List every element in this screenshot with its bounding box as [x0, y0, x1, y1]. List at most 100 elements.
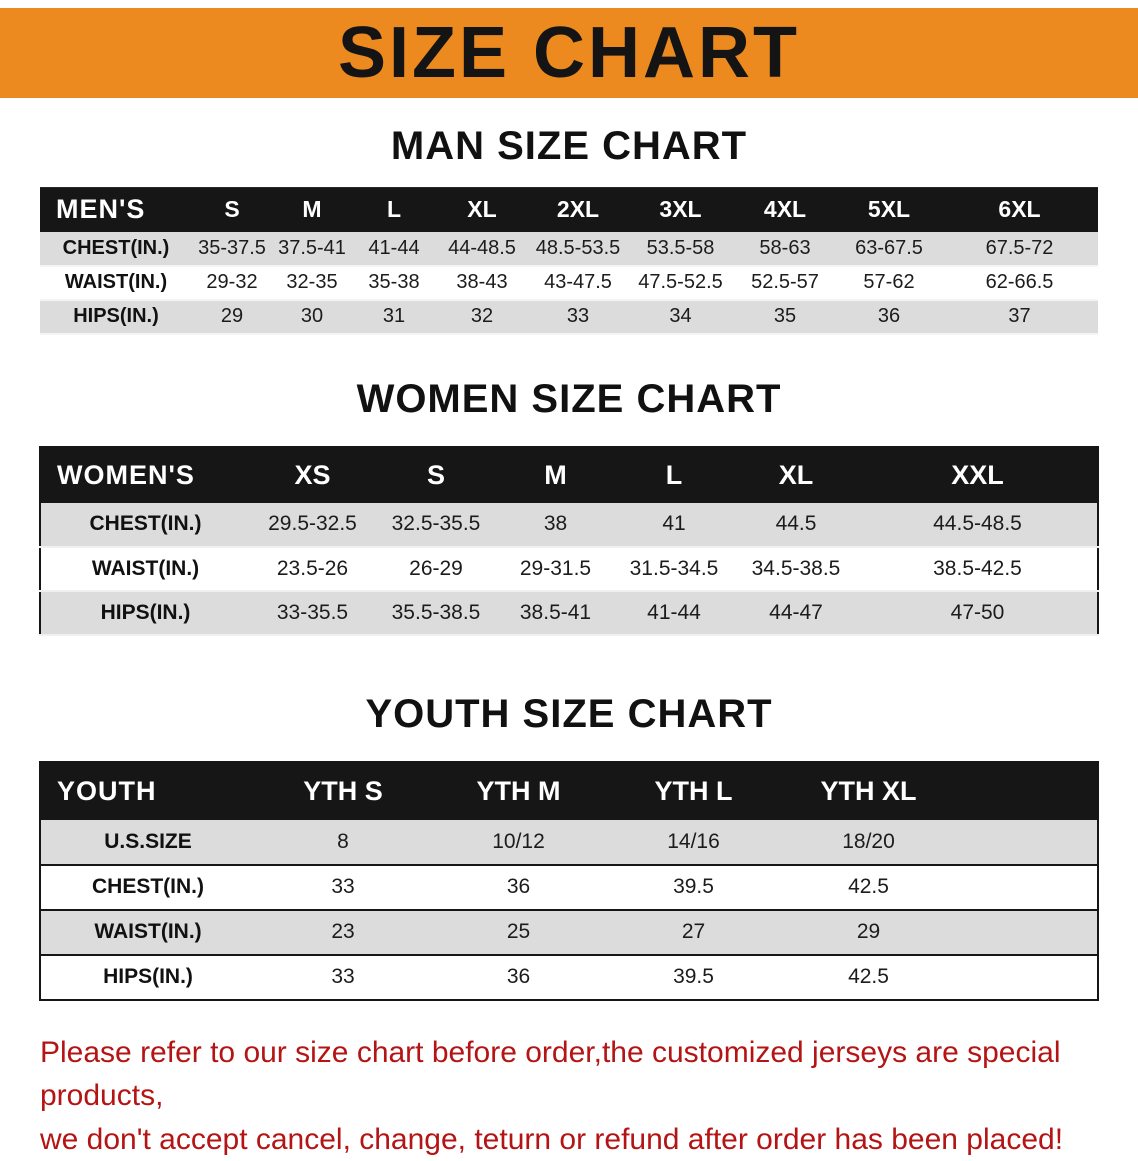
- table-row: CHEST(IN.) 35-37.5 37.5-41 41-44 44-48.5…: [40, 232, 1098, 266]
- column-header: XL: [734, 447, 858, 503]
- row-label: WAIST(IN.): [40, 266, 192, 300]
- youth-section: YOUTH SIZE CHART YOUTH YTH S YTH M YTH L…: [0, 692, 1138, 1001]
- size-cell: 30: [272, 300, 352, 334]
- size-cell: 39.5: [606, 865, 781, 910]
- column-header: YTH L: [606, 762, 781, 820]
- size-cell: 31: [352, 300, 436, 334]
- size-cell: 26-29: [375, 547, 497, 591]
- men-header-row: MEN'S S M L XL 2XL 3XL 4XL 5XL 6XL: [40, 188, 1098, 232]
- size-cell: 34: [628, 300, 733, 334]
- row-label: WAIST(IN.): [40, 547, 250, 591]
- men-section: MAN SIZE CHART MEN'S S M L XL 2XL 3XL 4X…: [0, 124, 1138, 335]
- youth-size-table: YOUTH YTH S YTH M YTH L YTH XL U.S.SIZE …: [39, 761, 1099, 1001]
- size-cell: 44-48.5: [436, 232, 528, 266]
- table-row: CHEST(IN.) 29.5-32.5 32.5-35.5 38 41 44.…: [40, 503, 1098, 547]
- size-cell: 43-47.5: [528, 266, 628, 300]
- size-cell: 34.5-38.5: [734, 547, 858, 591]
- size-cell: 41-44: [614, 591, 734, 635]
- women-size-table: WOMEN'S XS S M L XL XXL CHEST(IN.) 29.5-…: [39, 446, 1099, 636]
- size-cell: 31.5-34.5: [614, 547, 734, 591]
- size-cell: 42.5: [781, 955, 956, 1000]
- column-header: 6XL: [941, 188, 1098, 232]
- filler-cell: [956, 865, 1098, 910]
- size-cell: 38.5-41: [497, 591, 614, 635]
- size-cell: 41-44: [352, 232, 436, 266]
- size-cell: 23.5-26: [250, 547, 375, 591]
- table-row: WAIST(IN.) 29-32 32-35 35-38 38-43 43-47…: [40, 266, 1098, 300]
- size-cell: 35-38: [352, 266, 436, 300]
- column-header: L: [352, 188, 436, 232]
- size-cell: 33: [528, 300, 628, 334]
- table-row: HIPS(IN.) 33-35.5 35.5-38.5 38.5-41 41-4…: [40, 591, 1098, 635]
- size-cell: 38: [497, 503, 614, 547]
- size-cell: 58-63: [733, 232, 837, 266]
- size-cell: 33-35.5: [250, 591, 375, 635]
- size-cell: 62-66.5: [941, 266, 1098, 300]
- size-cell: 39.5: [606, 955, 781, 1000]
- size-cell: 52.5-57: [733, 266, 837, 300]
- column-header: L: [614, 447, 734, 503]
- size-cell: 27: [606, 910, 781, 955]
- row-label: HIPS(IN.): [40, 300, 192, 334]
- youth-section-heading: YOUTH SIZE CHART: [0, 692, 1138, 737]
- size-cell: 33: [255, 955, 431, 1000]
- banner: SIZE CHART: [0, 8, 1138, 98]
- size-cell: 35.5-38.5: [375, 591, 497, 635]
- size-cell: 44.5: [734, 503, 858, 547]
- women-section-heading: WOMEN SIZE CHART: [0, 377, 1138, 422]
- column-header: XS: [250, 447, 375, 503]
- column-header: YTH M: [431, 762, 606, 820]
- table-row: HIPS(IN.) 29 30 31 32 33 34 35 36 37: [40, 300, 1098, 334]
- size-cell: 37.5-41: [272, 232, 352, 266]
- table-title: WOMEN'S: [40, 447, 250, 503]
- row-label: WAIST(IN.): [40, 910, 255, 955]
- size-cell: 25: [431, 910, 606, 955]
- size-cell: 44.5-48.5: [858, 503, 1098, 547]
- size-cell: 32: [436, 300, 528, 334]
- table-row: WAIST(IN.) 23.5-26 26-29 29-31.5 31.5-34…: [40, 547, 1098, 591]
- filler-cell: [956, 955, 1098, 1000]
- column-header: YTH S: [255, 762, 431, 820]
- column-header: 3XL: [628, 188, 733, 232]
- row-label: U.S.SIZE: [40, 820, 255, 865]
- size-cell: 63-67.5: [837, 232, 941, 266]
- size-cell: 36: [837, 300, 941, 334]
- size-cell: 38-43: [436, 266, 528, 300]
- size-cell: 18/20: [781, 820, 956, 865]
- table-row: WAIST(IN.) 23 25 27 29: [40, 910, 1098, 955]
- size-cell: 35: [733, 300, 837, 334]
- size-cell: 67.5-72: [941, 232, 1098, 266]
- table-row: HIPS(IN.) 33 36 39.5 42.5: [40, 955, 1098, 1000]
- disclaimer: Please refer to our size chart before or…: [40, 1031, 1108, 1161]
- page-title: SIZE CHART: [338, 17, 800, 89]
- size-cell: 41: [614, 503, 734, 547]
- size-cell: 42.5: [781, 865, 956, 910]
- table-title: MEN'S: [40, 188, 192, 232]
- size-cell: 32-35: [272, 266, 352, 300]
- size-cell: 32.5-35.5: [375, 503, 497, 547]
- row-label: CHEST(IN.): [40, 865, 255, 910]
- women-section: WOMEN SIZE CHART WOMEN'S XS S M L XL XXL: [0, 377, 1138, 636]
- filler-cell: [956, 762, 1098, 820]
- size-cell: 36: [431, 955, 606, 1000]
- column-header: 4XL: [733, 188, 837, 232]
- row-label: HIPS(IN.): [40, 591, 250, 635]
- size-cell: 29-32: [192, 266, 272, 300]
- column-header: S: [192, 188, 272, 232]
- size-cell: 44-47: [734, 591, 858, 635]
- men-size-table: MEN'S S M L XL 2XL 3XL 4XL 5XL 6XL CHEST…: [40, 187, 1098, 335]
- size-cell: 38.5-42.5: [858, 547, 1098, 591]
- size-cell: 53.5-58: [628, 232, 733, 266]
- youth-header-row: YOUTH YTH S YTH M YTH L YTH XL: [40, 762, 1098, 820]
- size-cell: 10/12: [431, 820, 606, 865]
- size-cell: 57-62: [837, 266, 941, 300]
- row-label: CHEST(IN.): [40, 232, 192, 266]
- size-cell: 48.5-53.5: [528, 232, 628, 266]
- column-header: XL: [436, 188, 528, 232]
- column-header: M: [272, 188, 352, 232]
- row-label: HIPS(IN.): [40, 955, 255, 1000]
- size-chart-page: SIZE CHART MAN SIZE CHART MEN'S S M L XL…: [0, 8, 1138, 1140]
- size-cell: 23: [255, 910, 431, 955]
- size-cell: 35-37.5: [192, 232, 272, 266]
- table-title: YOUTH: [40, 762, 255, 820]
